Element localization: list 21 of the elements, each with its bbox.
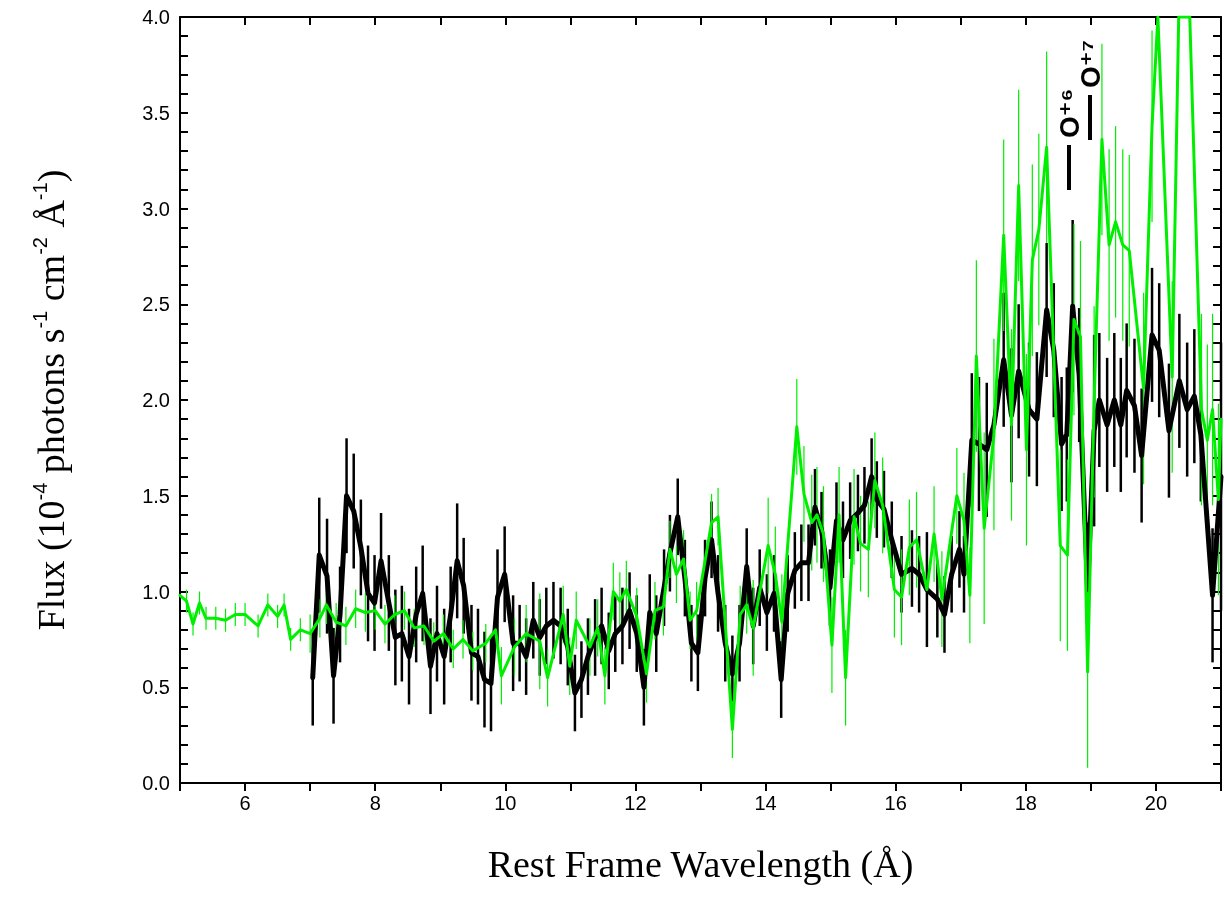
y-tick-label: 3.0 [142,197,170,220]
x-axis-title: Rest Frame Wavelength (Å) [487,843,914,886]
y-tick-label: 0.5 [142,676,170,699]
y-tick-label: 2.0 [142,389,170,411]
y-tick-label: 0.0 [142,772,170,794]
x-tick-label: 18 [1014,792,1037,814]
y-tick-label: 1.0 [142,580,170,603]
x-tick-label: 6 [239,792,251,814]
x-tick-label: 8 [369,792,381,814]
y-tick-label: 3.5 [142,101,170,124]
text: Flux (10-4 photons s-1 cm-2 Å-1) [29,169,72,631]
y-tick-label: 2.5 [142,293,170,316]
x-tick-label: 20 [1144,792,1168,814]
x-tick-label: 14 [754,792,777,814]
y-tick-label: 1.5 [142,484,170,507]
y-tick-label: 4.0 [142,6,170,28]
x-tick-label: 10 [494,792,517,814]
annotation: O⁺⁷ [1074,39,1106,88]
x-tick-label: 16 [884,792,907,814]
x-tick-label: 12 [624,792,647,814]
annotation: O⁺⁶ [1053,88,1085,138]
